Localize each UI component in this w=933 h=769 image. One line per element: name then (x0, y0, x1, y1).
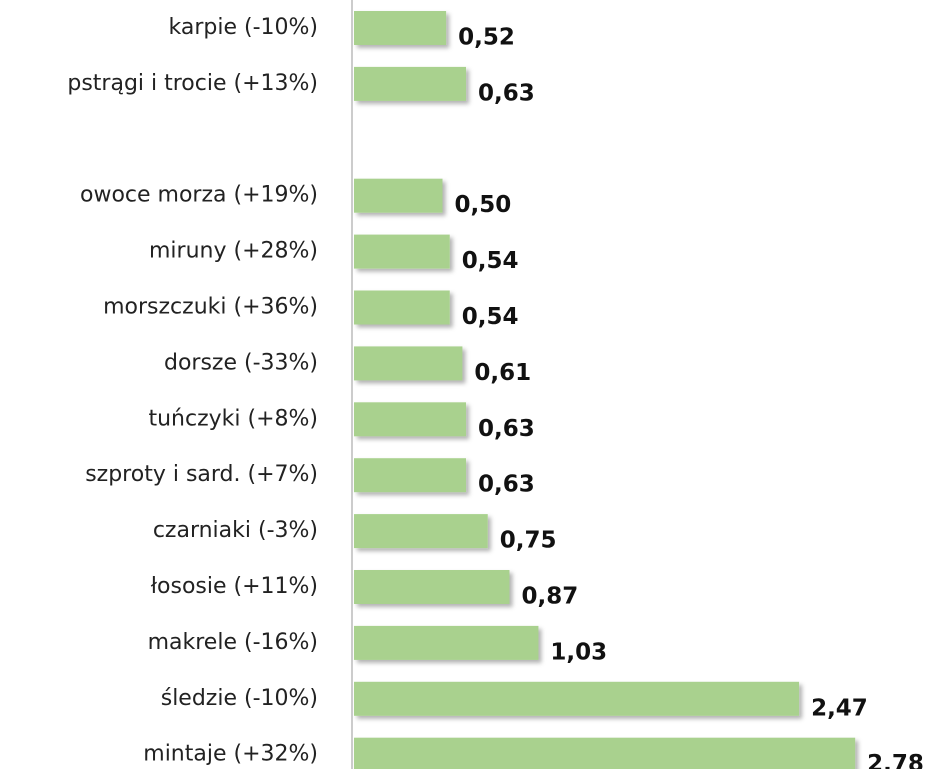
value-label: 0,63 (478, 80, 535, 106)
value-label: 0,54 (462, 248, 519, 274)
category-label: dorsze (-33%) (164, 350, 318, 375)
category-label: owoce morza (+19%) (80, 183, 318, 208)
value-label: 2,47 (811, 695, 868, 721)
category-label: pstrągi i trocie (+13%) (67, 71, 318, 96)
category-label: makrele (-16%) (148, 630, 318, 655)
bar (354, 11, 446, 45)
bar (354, 67, 466, 101)
bar (354, 179, 443, 213)
value-label: 2,78 (867, 751, 924, 769)
value-label: 0,63 (478, 416, 535, 442)
value-label: 0,87 (521, 584, 578, 610)
bar (354, 346, 462, 380)
category-label: miruny (+28%) (149, 239, 318, 264)
category-label: mintaje (+32%) (143, 742, 318, 767)
category-label: tuńczyki (+8%) (148, 406, 318, 431)
value-label: 0,75 (500, 528, 557, 554)
chart: karpie (-10%) 0,52 pstrągi i trocie (+13%)… (0, 0, 933, 769)
value-label: 0,61 (474, 360, 531, 386)
bar (354, 235, 450, 269)
category-label: czarniaki (-3%) (153, 518, 318, 543)
value-label: 0,50 (455, 192, 512, 218)
value-label: 1,03 (550, 639, 607, 665)
value-label: 0,63 (478, 472, 535, 498)
category-label: karpie (-10%) (169, 15, 319, 40)
value-label: 0,54 (462, 304, 519, 330)
category-label: morszczuki (+36%) (103, 295, 318, 320)
bar (354, 402, 466, 436)
value-label: 0,52 (458, 25, 515, 51)
bar (354, 291, 450, 325)
category-label: szproty i sard. (+7%) (85, 462, 318, 487)
bar (354, 514, 488, 548)
bar (354, 458, 466, 492)
category-label: śledzie (-10%) (161, 686, 318, 711)
bar (354, 570, 509, 604)
bar (354, 626, 538, 660)
bar (354, 682, 799, 716)
page: karpie (-10%) 0,52 pstrągi i trocie (+13%)… (0, 0, 933, 769)
category-label: łososie (+11%) (151, 574, 318, 599)
bar (354, 738, 855, 769)
